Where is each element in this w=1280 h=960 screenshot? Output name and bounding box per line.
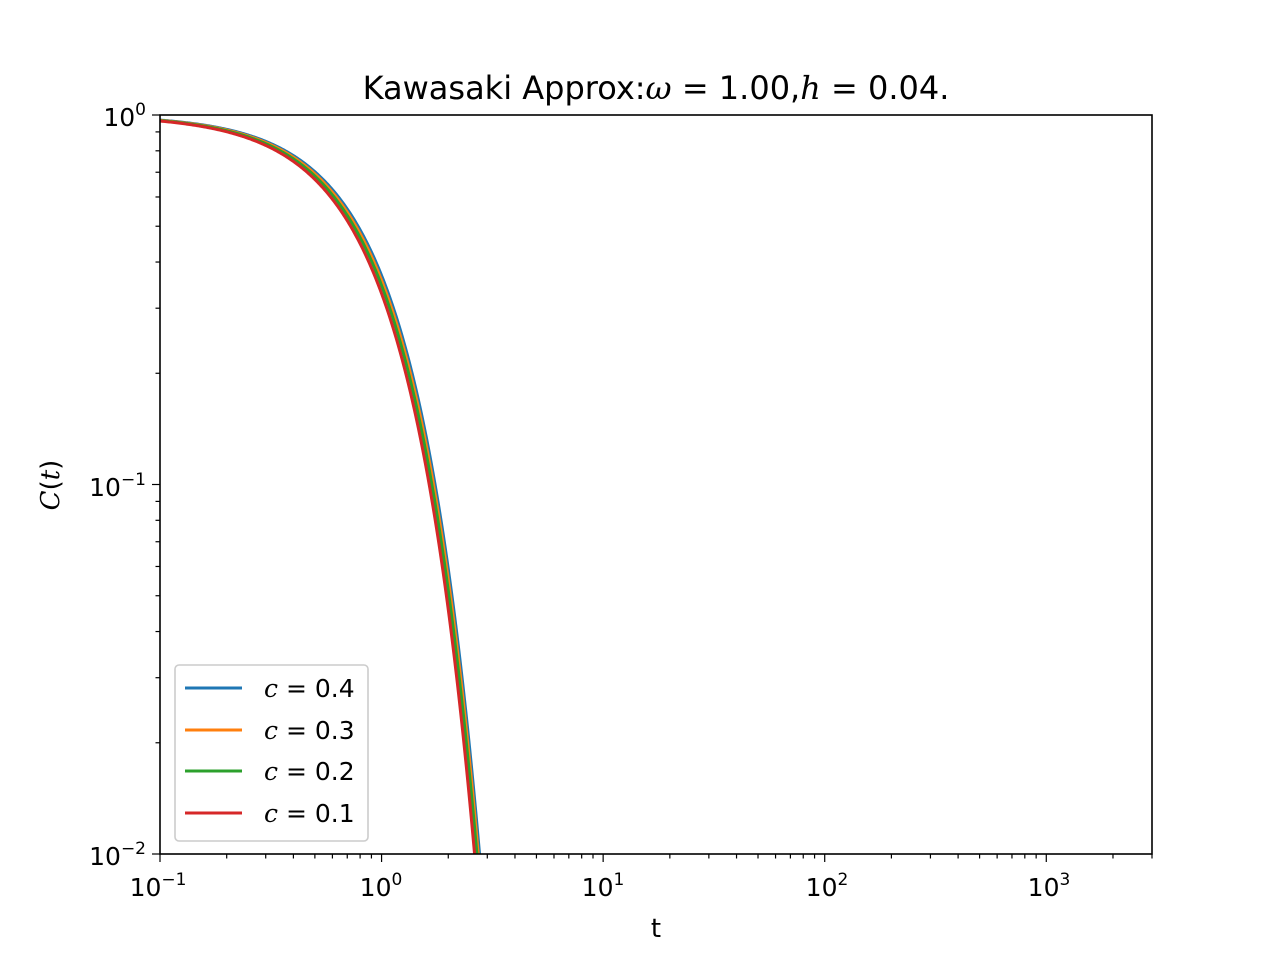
legend: c = 0.4 c = 0.3 c = 0.2 c = 0.1 [174,664,369,842]
legend-entry: c = 0.2 [185,757,355,786]
x-tick-label: 10−1 [130,870,187,902]
legend-entry: c = 0.4 [185,674,355,703]
y-tick-label: 10−1 [89,470,146,502]
y-axis-label: C(t) [36,460,66,511]
plot-frame [159,114,1153,855]
x-tick-label: 100 [360,870,403,902]
y-tick-label: 10−2 [89,839,146,871]
y-tick-label: 100 [103,100,146,132]
x-tick-label: 101 [582,870,625,902]
x-tick-label: 102 [806,870,849,902]
series-line [160,119,477,854]
legend-label: c = 0.4 [264,674,355,703]
legend-entry: c = 0.1 [185,799,355,828]
legend-entry: c = 0.3 [185,716,355,745]
x-tick-labels: 10−1 100 101 102 103 [130,870,1071,902]
chart-title: Kawasaki Approx:ω = 1.00,h = 0.04. [363,69,950,107]
legend-frame [174,664,369,842]
x-tick-label: 103 [1028,870,1071,902]
legend-label: c = 0.3 [264,716,355,745]
legend-label: c = 0.1 [264,799,355,828]
x-axis-label: t [651,914,661,944]
legend-label: c = 0.2 [264,757,355,786]
series-layer [160,118,482,854]
y-tick-labels: 100 10−1 10−2 [89,100,146,871]
